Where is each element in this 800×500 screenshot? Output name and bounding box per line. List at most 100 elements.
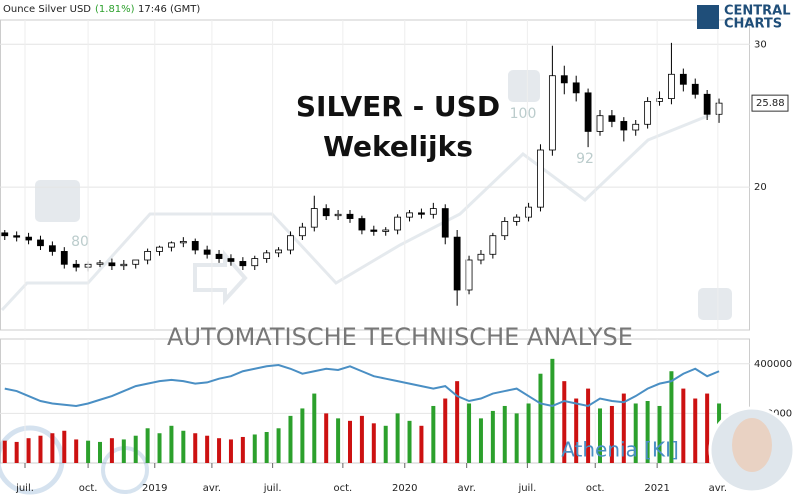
candle-body: [227, 258, 235, 262]
time: 17:46 (GMT): [138, 4, 200, 15]
volume-bar: [193, 433, 198, 463]
volume-bar: [693, 398, 698, 463]
price-panel: [0, 19, 750, 331]
candle-body: [620, 121, 628, 131]
instrument: Ounce Silver USD: [3, 4, 91, 15]
x-tick-label: avr.: [203, 483, 221, 494]
watermark-number: 100: [510, 106, 537, 122]
volume-bar: [526, 403, 531, 463]
candle-body: [203, 249, 211, 255]
volume-bar: [86, 440, 91, 463]
candle-body: [191, 241, 199, 251]
volume-bar: [705, 393, 710, 463]
y-tick-label: 30: [754, 39, 767, 50]
x-tick-label: oct.: [586, 483, 605, 494]
candle-body: [513, 216, 521, 222]
candle-body: [668, 73, 675, 99]
candle-body: [48, 245, 56, 252]
candle-body: [691, 83, 699, 95]
candle-body: [453, 236, 461, 291]
candle-body: [644, 101, 652, 125]
volume-bar: [157, 433, 162, 463]
candle-body: [465, 259, 473, 291]
volume-bar: [74, 439, 79, 463]
x-tick-label: 2019: [142, 483, 167, 494]
x-tick-label: avr.: [457, 483, 475, 494]
assistant: Athenia [KI]: [561, 438, 679, 462]
volume-bar: [514, 413, 519, 463]
logo-text: CHARTS: [724, 17, 782, 32]
watermark-circle: [0, 425, 65, 495]
chart-title: SILVER - USD: [296, 90, 500, 123]
volume-bar: [562, 381, 567, 463]
x-tick-label: 2021: [644, 483, 669, 494]
volume-bar: [228, 439, 233, 463]
candle-body: [548, 75, 556, 151]
candle-body: [441, 208, 449, 238]
y-tick-label: 20: [754, 182, 767, 193]
watermark-number: 92: [576, 151, 594, 167]
candle-body: [215, 253, 223, 259]
volume-bar: [407, 420, 412, 463]
candle-body: [287, 235, 294, 251]
volume-bar: [478, 418, 483, 463]
volume-bar: [550, 358, 555, 463]
volume-bar: [538, 373, 543, 463]
candle-body: [120, 263, 128, 267]
candle-body: [144, 251, 152, 261]
volume-bar: [38, 435, 43, 463]
candle-body: [501, 221, 509, 237]
candle-body: [477, 253, 485, 261]
volume-bar: [312, 393, 317, 463]
banner: AUTOMATISCHE TECHNISCHE ANALYSE: [167, 323, 633, 351]
candle-body: [572, 82, 580, 94]
volume-bar: [62, 430, 67, 463]
candle-body: [656, 98, 663, 102]
volume-bar: [300, 408, 305, 463]
volume-bar: [133, 435, 138, 463]
candle-body: [703, 93, 711, 115]
x-tick-label: 2020: [392, 483, 417, 494]
volume-bar: [109, 438, 114, 463]
watermark-icon: [35, 180, 80, 222]
volume-bar: [419, 425, 424, 463]
candle-body: [334, 213, 342, 217]
volume-bar: [50, 433, 55, 463]
candle-body: [72, 263, 80, 268]
candle-body: [358, 218, 366, 231]
candle-body: [96, 262, 104, 265]
volume-bar: [205, 435, 210, 463]
candle-body: [537, 149, 544, 208]
volume-bar: [276, 428, 281, 463]
volume-bar: [288, 415, 293, 463]
candle-body: [608, 115, 616, 122]
candle-body: [1, 232, 9, 237]
watermark-number: 80: [71, 234, 89, 250]
volume-bar: [2, 440, 7, 463]
volume-bar: [336, 418, 341, 463]
volume-bar: [443, 398, 448, 463]
volume-bar: [324, 413, 329, 463]
candle-body: [251, 258, 259, 267]
candle-body: [382, 229, 390, 232]
candle-body: [298, 226, 306, 237]
volume-line: [4, 364, 720, 408]
volume-bar: [145, 428, 150, 463]
volume-bar: [586, 388, 591, 463]
volume-bar: [371, 423, 376, 463]
volume-bar: [609, 405, 614, 463]
volume-bar: [574, 398, 579, 463]
y-tick-label: 400000: [754, 359, 792, 370]
volume-bar: [645, 401, 650, 463]
candle-body: [156, 246, 163, 252]
volume-bar: [217, 438, 222, 463]
volume-bar: [633, 403, 638, 463]
chart-subtitle: Wekelijks: [323, 130, 473, 163]
candle-body: [632, 123, 640, 131]
volume-bar: [169, 425, 174, 463]
volume-bar: [14, 441, 19, 463]
candle-body: [406, 212, 413, 218]
candle-body: [489, 235, 497, 255]
candle-body: [596, 115, 604, 132]
